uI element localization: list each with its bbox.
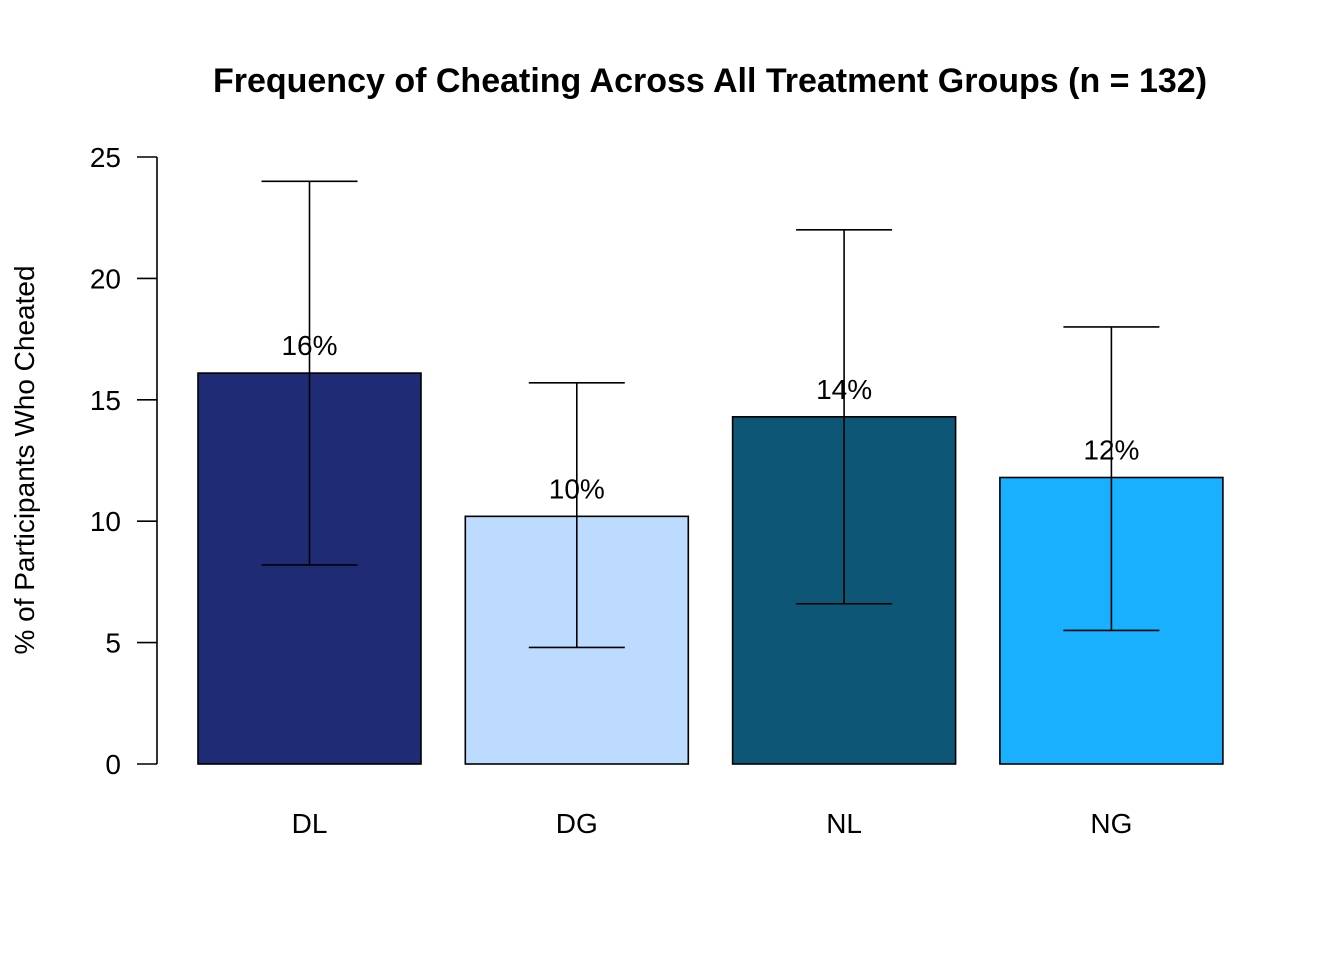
data-label-nl: 14% [816, 374, 872, 405]
chart-title: Frequency of Cheating Across All Treatme… [213, 62, 1207, 100]
y-tick-label: 25 [90, 142, 121, 173]
data-label-dg: 10% [549, 473, 605, 504]
y-axis: 0 5 10 15 20 25 [90, 142, 158, 780]
x-tick-label-ng: NG [1090, 808, 1132, 839]
data-label-dl: 16% [281, 330, 337, 361]
y-tick-label: 0 [105, 749, 121, 780]
y-tick-label: 20 [90, 263, 121, 294]
data-label-ng: 12% [1083, 434, 1139, 465]
y-tick-label: 5 [105, 628, 121, 659]
y-axis-label: % of Participants Who Cheated [9, 265, 40, 654]
error-bars [261, 180, 1160, 649]
bars [197, 372, 1224, 765]
x-category-labels: DL DG NL NG [292, 808, 1133, 839]
x-tick-label-dl: DL [292, 808, 328, 839]
y-tick-label: 15 [90, 385, 121, 416]
y-tick-label: 10 [90, 506, 121, 537]
data-labels: 16% 10% 14% 12% [281, 330, 1139, 504]
x-tick-label-nl: NL [826, 808, 862, 839]
x-tick-label-dg: DG [556, 808, 598, 839]
